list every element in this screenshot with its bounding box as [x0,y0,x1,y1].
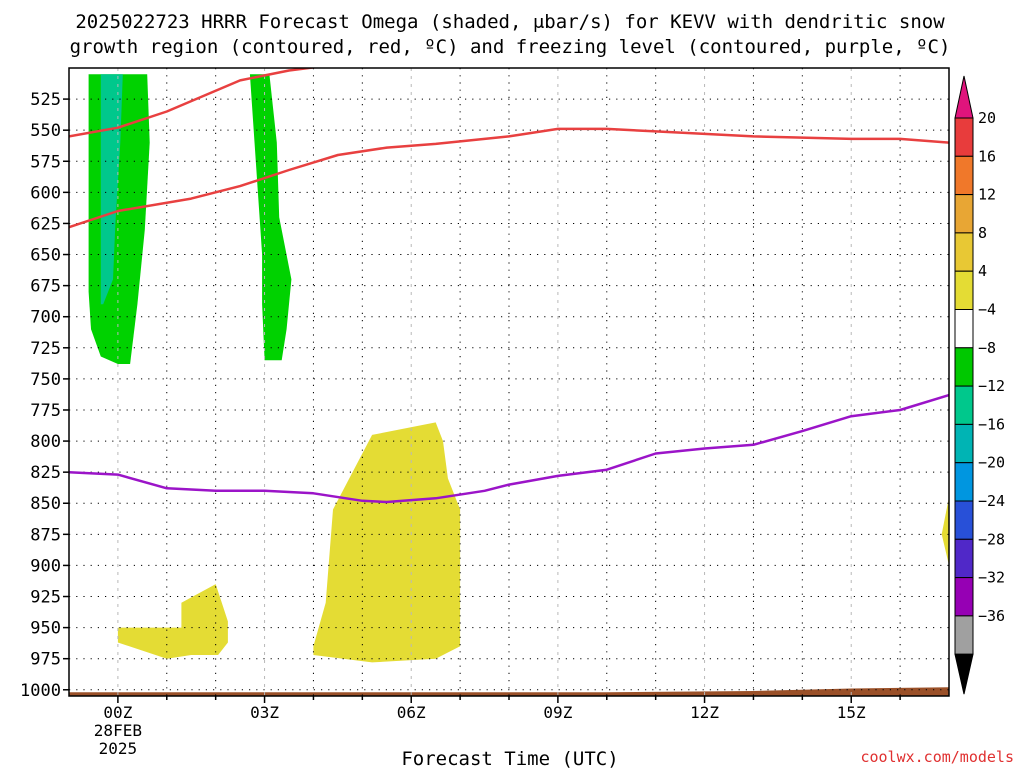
colorbar-bin-3 [954,194,974,234]
x-tick-label: 15Z [837,703,866,722]
y-tick-label: 575 [30,152,61,172]
y-tick-label: 650 [30,246,61,266]
colorbar-bottom-arrow [954,653,974,695]
y-tick-label: 925 [30,588,61,608]
y-tick-label: 750 [30,370,61,390]
colorbar-label: −24 [978,492,1005,510]
omega-shading [69,74,949,696]
colorbar-label: 4 [978,262,987,280]
y-tick-label: 900 [30,556,61,576]
contour-2 [69,127,949,229]
x-tick-label: 12Z [690,703,719,722]
omega-region-5 [313,422,461,663]
y-tick-label: 725 [30,339,61,359]
colorbar-label: 16 [978,147,996,165]
colorbar-bin-5 [954,270,974,311]
y-tick-label: 775 [30,401,61,421]
colorbar-label: 8 [978,224,987,242]
contour-1 [69,68,319,138]
contour-lines [69,68,949,504]
y-tick-label: 625 [30,214,61,234]
chart-title-line-2: growth region (contoured, red, ºC) and f… [70,36,951,58]
chart-title-line-1: 2025022723 HRRR Forecast Omega (shaded, … [75,11,945,33]
colorbar-bin-14 [954,615,974,655]
x-tick-label: 06Z [397,703,426,722]
omega-region-4 [117,584,228,659]
colorbar-bin-8 [954,385,974,425]
x-tick-label: 03Z [250,703,279,722]
omega-region-3 [249,74,292,361]
colorbar-bin-13 [954,577,974,617]
colorbar-label: −4 [978,301,996,319]
colorbar-label: 20 [978,109,996,127]
contour-3 [69,393,949,504]
y-tick-label: 675 [30,277,61,297]
watermark: coolwx.com/models [860,748,1014,766]
colorbar-label: 12 [978,186,996,204]
x-tick-label: 09Z [543,703,572,722]
ground-surface [69,687,949,696]
colorbar-label: −12 [978,377,1005,395]
colorbar-label: −16 [978,415,1005,433]
x-tick-date: 28FEB [94,721,142,740]
y-tick-label: 875 [30,525,61,545]
colorbar: 20 16 12 8 4 −4 −8 −12 −16 −20 −24 −28 −32 −36 [954,75,1005,695]
y-tick-label: 550 [30,121,61,141]
colorbar-label: −36 [978,607,1005,625]
colorbar-bin-11 [954,500,974,540]
colorbar-bin-6 [954,309,974,349]
y-tick-label: 800 [30,432,61,452]
colorbar-label: −28 [978,530,1005,548]
colorbar-bin-2 [954,155,974,196]
y-tick-label: 1000 [20,681,61,701]
pressure-axis: 525 550 575 600 625 650 675 700 725 750 775 800 825 8… [20,90,69,701]
y-tick-label: 850 [30,494,61,514]
y-tick-label: 525 [30,90,61,110]
plot-gridlines [69,68,949,696]
colorbar-bin-4 [954,232,974,272]
omega-region-6 [941,497,949,566]
colorbar-bin-9 [954,423,974,464]
colorbar-bin-7 [954,347,974,387]
x-tick-label: 00Z [103,703,132,722]
colorbar-label: −8 [978,339,996,357]
y-tick-label: 825 [30,463,61,483]
y-tick-label: 600 [30,183,61,203]
y-tick-label: 950 [30,619,61,639]
colorbar-bin-12 [954,538,974,579]
colorbar-label: −32 [978,569,1005,587]
omega-region-2 [100,74,123,305]
colorbar-bin-1 [954,117,974,157]
colorbar-top-arrow [954,75,974,119]
y-tick-label: 700 [30,308,61,328]
x-tick-year: 2025 [99,739,138,758]
colorbar-label: −20 [978,454,1005,472]
colorbar-bin-10 [954,462,974,502]
x-axis-label: Forecast Time (UTC) [401,748,618,768]
y-tick-label: 975 [30,650,61,670]
